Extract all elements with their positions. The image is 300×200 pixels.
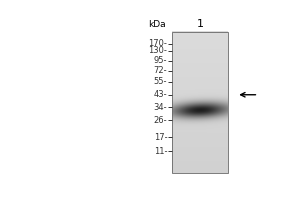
- Text: kDa: kDa: [148, 20, 165, 29]
- Text: 55-: 55-: [154, 77, 167, 86]
- Text: 170-: 170-: [148, 39, 167, 48]
- Bar: [172, 32, 228, 173]
- Text: 34-: 34-: [154, 103, 167, 112]
- Text: 26-: 26-: [154, 116, 167, 125]
- Text: 130-: 130-: [148, 46, 167, 55]
- Text: 72-: 72-: [154, 66, 167, 75]
- Text: 1: 1: [197, 19, 204, 29]
- Text: 17-: 17-: [154, 133, 167, 142]
- Text: 95-: 95-: [154, 56, 167, 65]
- Text: 11-: 11-: [154, 147, 167, 156]
- Text: 43-: 43-: [154, 90, 167, 99]
